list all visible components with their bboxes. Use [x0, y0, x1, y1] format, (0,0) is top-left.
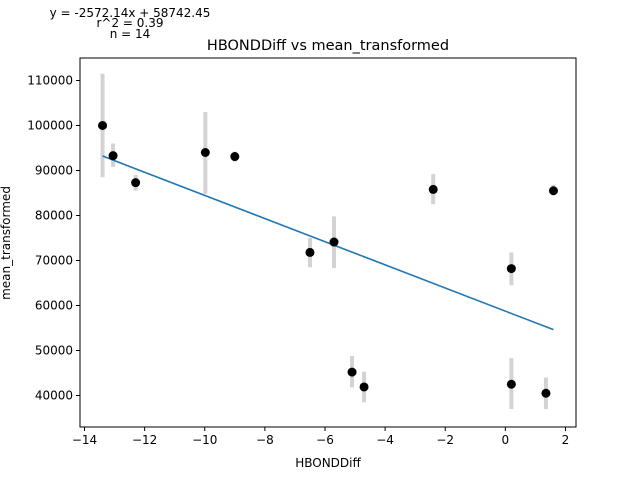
data-point	[305, 247, 315, 257]
y-tick-label: 80000	[35, 209, 73, 223]
y-axis-label: mean_transformed	[0, 186, 13, 300]
y-axis-ticks: 40000 50000 60000 70000 80000 90000 100000 1100…	[27, 74, 80, 403]
data-points	[98, 121, 558, 398]
x-tick-label: −2	[436, 433, 454, 447]
plot-frame	[79, 57, 577, 428]
data-point	[548, 186, 558, 196]
y-tick-label: 70000	[35, 254, 73, 268]
data-point	[131, 178, 141, 188]
x-tick-label: −6	[316, 433, 334, 447]
data-point	[329, 237, 339, 247]
x-tick-label: 2	[562, 433, 570, 447]
data-point	[506, 264, 516, 274]
y-tick-label: 60000	[35, 299, 73, 313]
x-tick-label: −10	[192, 433, 217, 447]
y-tick-label: 110000	[27, 74, 73, 88]
x-axis-ticks: −14 −12 −10 −8 −6 −4 −2 0 2	[72, 427, 569, 447]
y-tick-label: 40000	[35, 389, 73, 403]
data-point	[541, 388, 551, 398]
data-point	[428, 184, 438, 194]
data-point	[98, 121, 108, 130]
fit-line-group	[102, 155, 554, 331]
x-tick-label: −12	[132, 433, 157, 447]
r-squared-annotation: r^2 = 0.39	[96, 16, 163, 30]
data-point	[108, 151, 118, 161]
data-point	[359, 382, 369, 392]
chart-title: HBONDDiff vs mean_transformed	[207, 38, 449, 54]
y-tick-label: 100000	[27, 119, 73, 133]
y-tick-label: 50000	[35, 344, 73, 358]
x-axis-label: HBONDDiff	[295, 456, 361, 470]
x-tick-label: −8	[256, 433, 274, 447]
data-point	[506, 379, 516, 389]
data-point	[200, 148, 210, 157]
fit-equation-annotation: y = -2572.14x + 58742.45	[50, 6, 211, 20]
sample-size-annotation: n = 14	[110, 27, 151, 41]
x-tick-label: −4	[376, 433, 394, 447]
data-point	[347, 367, 357, 377]
x-tick-label: 0	[502, 433, 510, 447]
regression-line	[102, 155, 554, 331]
y-tick-label: 90000	[35, 164, 73, 178]
data-point	[230, 152, 240, 162]
x-tick-label: −14	[72, 433, 97, 447]
